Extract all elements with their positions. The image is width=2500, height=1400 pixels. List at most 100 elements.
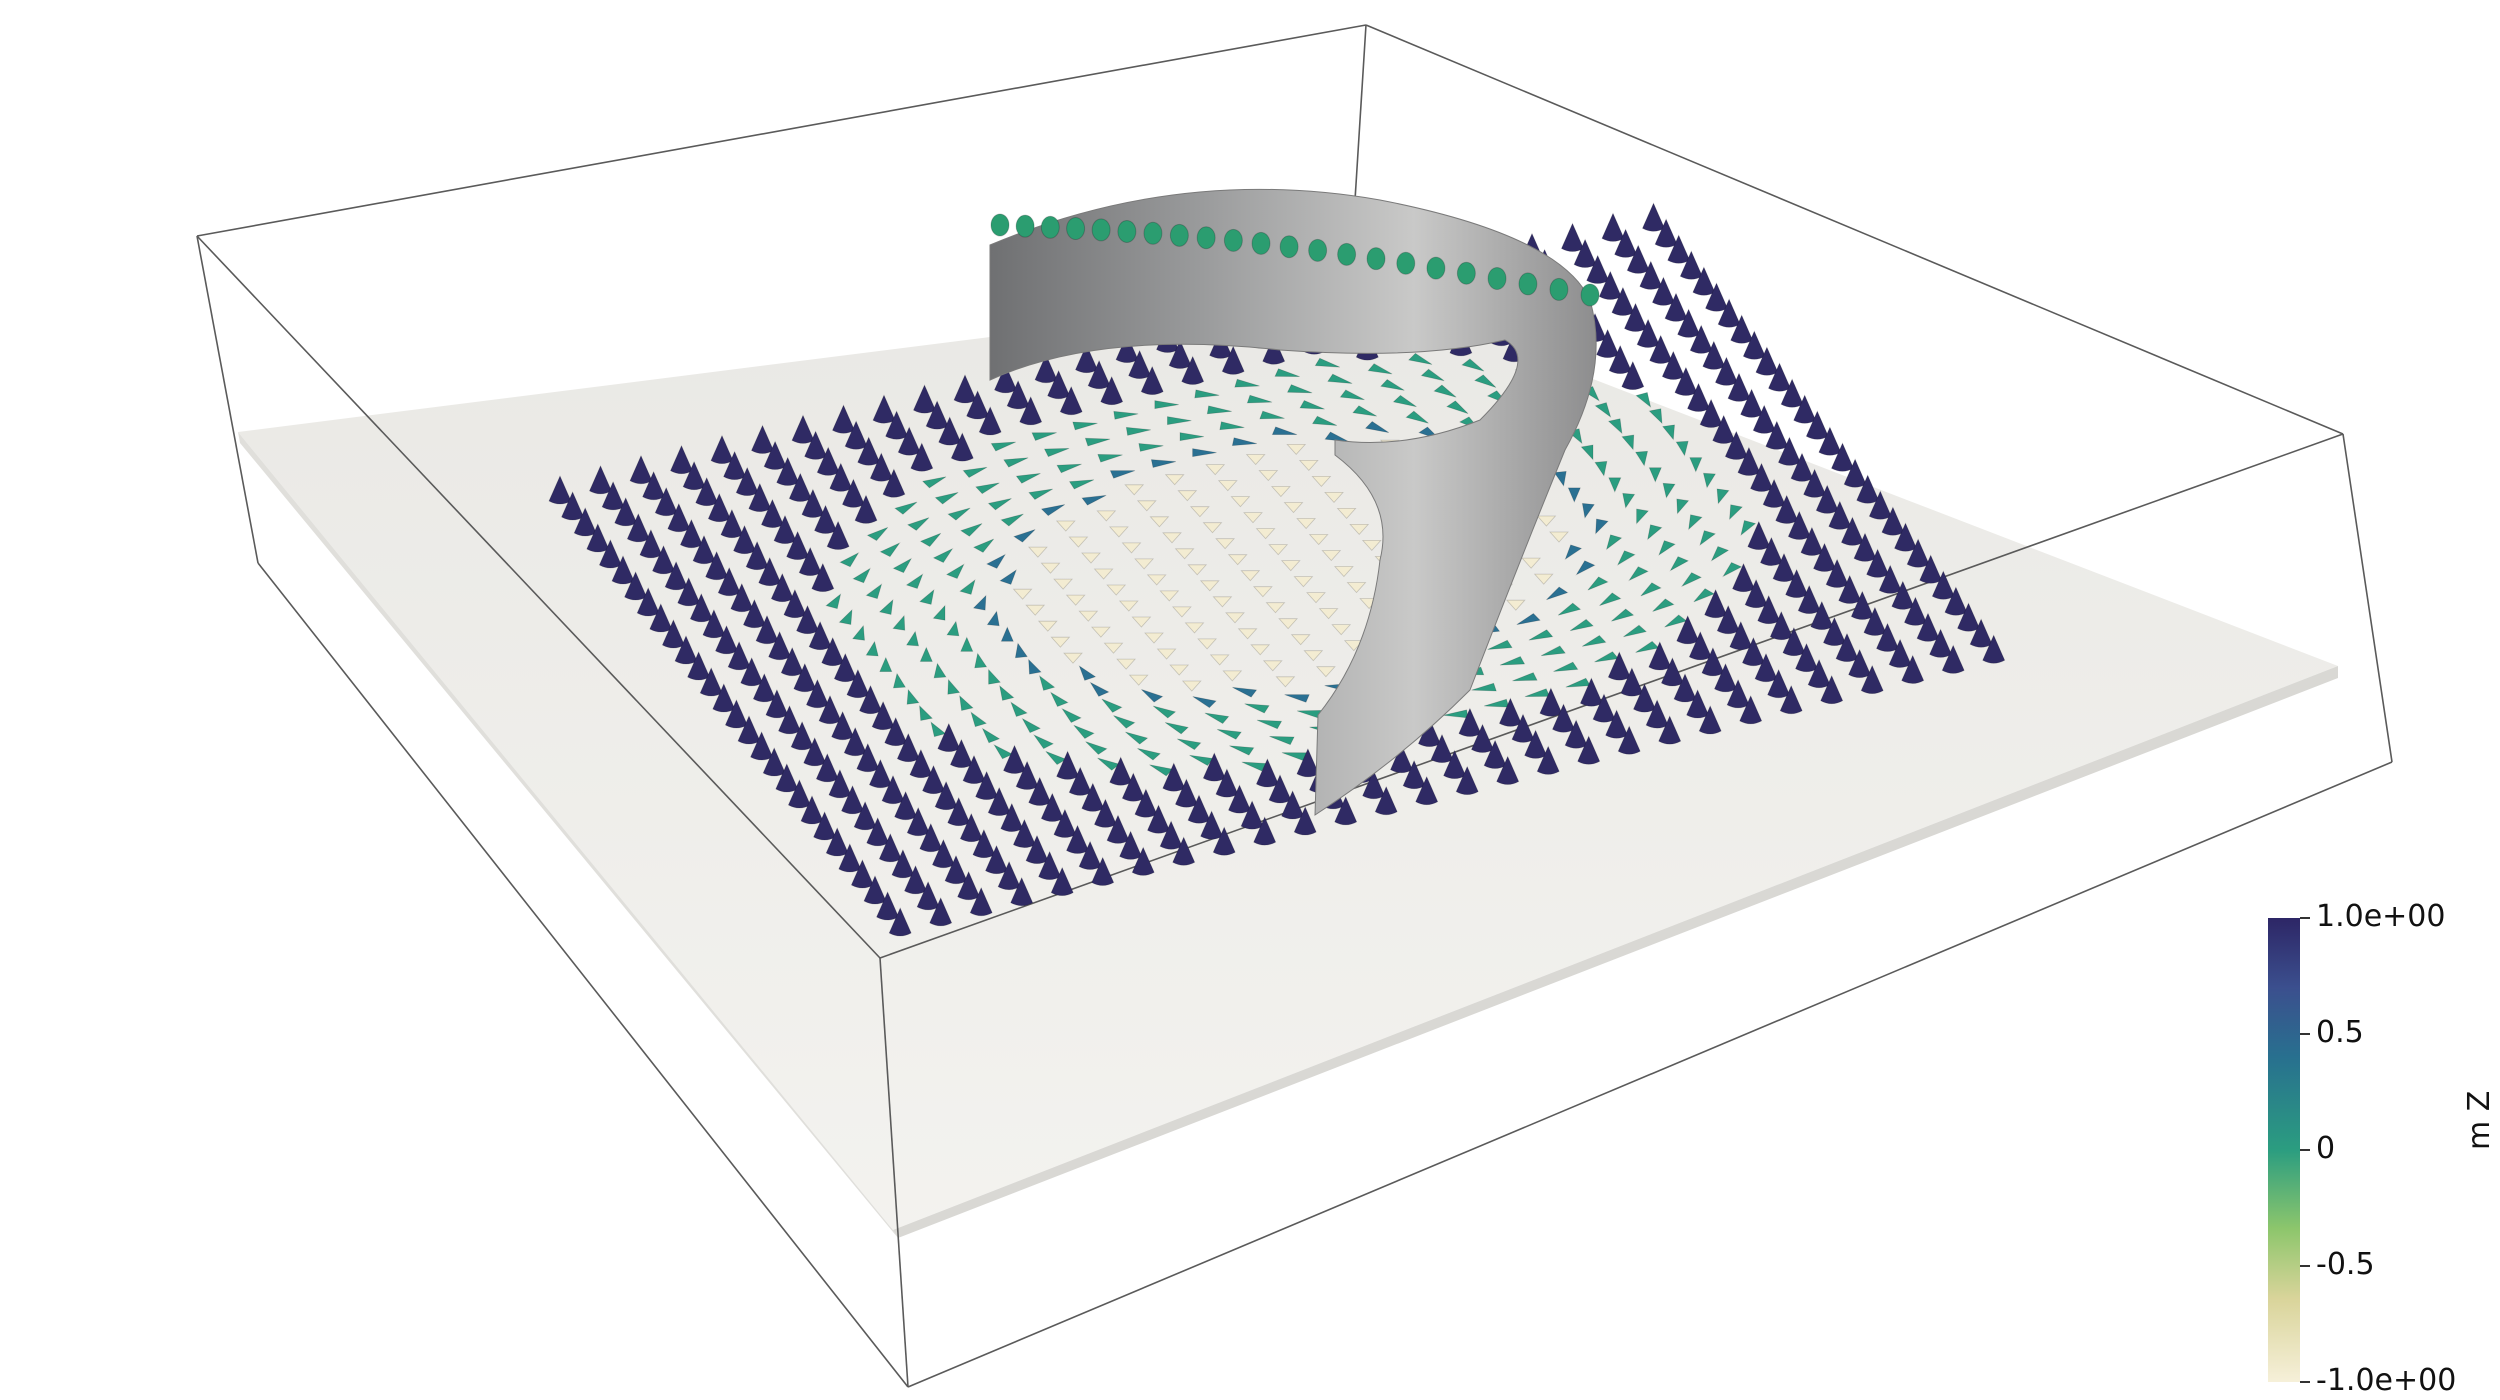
magnetization-cone [1028,488,1053,500]
magnetization-cone [1204,712,1230,724]
magnetization-cone [978,406,1002,436]
magnetization-cone [1134,558,1154,570]
magnetization-cone [1085,741,1108,755]
magnetization-cone [1499,655,1526,666]
magnetization-cone [1641,202,1666,232]
magnetization-cone [1156,648,1177,660]
magnetization-cone [1205,464,1226,476]
magnetization-cone [1109,470,1136,479]
domain-wall-surface [989,188,1597,816]
magnetization-cone [1553,470,1567,487]
magnetization-cone [975,482,1000,495]
magnetization-cone [1324,492,1344,503]
magnetization-cone [878,598,894,615]
magnetization-cone [1334,795,1358,826]
magnetization-cone [1012,588,1033,600]
magnetization-cone [1636,508,1650,525]
magnetization-cone [959,523,983,537]
magnetization-cone [1689,457,1703,473]
magnetization-cone [1072,421,1098,431]
wall-cone [1337,242,1357,266]
magnetization-cone [1125,426,1151,436]
magnetization-cone [1461,358,1485,372]
magnetization-cone [1286,444,1307,455]
magnetization-cone [945,563,965,579]
colorbar-tick-label: 0.5 [2316,1015,2364,1050]
magnetization-cone [933,662,947,679]
magnetization-cone [1595,518,1609,535]
magnetization-cone [1149,516,1170,528]
magnetization-cone [947,507,971,521]
magnetization-cone [969,886,993,917]
magnetization-cone [1003,457,1029,468]
magnetization-cone [1154,400,1179,410]
magnetization-cone [1049,691,1069,707]
magnetization-cone [1569,618,1594,632]
magnetization-cone [894,501,918,515]
magnetization-cone [1152,705,1177,719]
magnetization-cone [932,547,954,564]
magnetization-cone [1693,588,1716,603]
magnetization-cone [1274,368,1300,377]
magnetization-cone [1327,373,1353,384]
magnetization-cone [1149,764,1174,777]
slab-right-face [893,666,2338,1238]
magnetization-cone [1221,345,1245,375]
magnetization-cone [879,656,893,672]
magnetization-cone [1113,715,1136,729]
magnetization-cone [1587,576,1609,591]
magnetization-cone [1364,421,1390,434]
colorbar-tick-label: -1.0e+00 [2316,1363,2457,1398]
magnetization-cone [892,557,913,574]
magnetization-cone [985,553,1007,569]
magnetization-cone [999,684,1015,701]
magnetization-cone [1722,561,1743,578]
magnetization-cone [1860,664,1884,694]
magnetization-cone [972,594,987,611]
magnetization-cone [906,688,920,705]
magnetization-cone [905,630,920,647]
magnetization-cone [959,578,976,595]
magnetization-cone [1779,684,1803,715]
magnetization-cone [1352,405,1377,417]
magnetization-cone [1269,735,1295,746]
magnetization-cone [1594,651,1620,663]
magnetization-cone [1699,530,1717,547]
magnetization-cone [1244,703,1270,714]
magnetization-cone [1688,514,1703,531]
magnetization-cone [1622,492,1636,509]
magnetization-cone [1284,694,1310,703]
magnetization-cone [1290,634,1311,646]
magnetization-cone [1172,606,1192,618]
magnetization-cone [1306,592,1326,604]
magnetization-cone [1206,405,1232,415]
magnetization-cone [1167,416,1192,426]
magnetization-cone [1225,612,1245,624]
magnetization-cone [1199,580,1220,592]
wall-cone [1091,218,1111,242]
magnetization-cone [1091,856,1115,886]
colorbar-tick [2300,1381,2310,1383]
magnetization-cone [1496,755,1520,785]
magnetization-cone [1063,652,1083,664]
magnetization-cone [1197,638,1217,650]
magnetization-cone [825,593,842,610]
magnetization-cone [851,624,865,641]
magnetization-cone [1658,715,1682,745]
magnetization-cone [934,492,959,505]
wall-cone [1143,221,1163,245]
magnetization-cone [1286,384,1313,394]
magnetization-cone [910,442,934,472]
magnetization-cone [1172,836,1196,866]
magnetization-cone [970,711,988,728]
magnetization-cone [1516,613,1541,626]
magnetization-cone [1316,666,1336,678]
magnetization-cone [1658,540,1676,556]
magnetization-cone [1740,520,1757,537]
colorbar-gradient [2268,918,2300,1382]
magnetization-cone [919,646,933,662]
magnetization-cone [1433,384,1457,398]
magnetization-cone [1250,644,1271,656]
